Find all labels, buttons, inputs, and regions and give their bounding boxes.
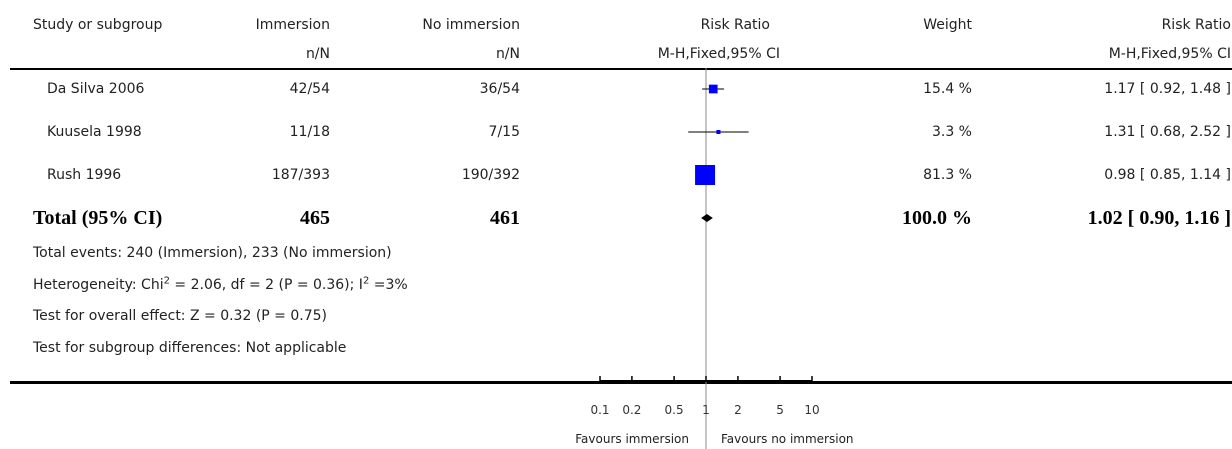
study-weight: 81.3 % xyxy=(923,167,972,183)
header-effect-sub: M-H,Fixed,95% CI xyxy=(657,46,780,62)
study-name: Da Silva 2006 xyxy=(47,81,145,97)
total-group2: 461 xyxy=(490,207,520,229)
header-group1: Immersion xyxy=(255,17,330,33)
favours-right-label: Favours no immersion xyxy=(721,432,854,446)
header-group2-sub: n/N xyxy=(495,46,520,62)
x-axis-tick-label: 0.5 xyxy=(665,403,684,417)
study-weight: 15.4 % xyxy=(923,81,972,97)
total-group1: 465 xyxy=(300,207,330,229)
header-effect-ci-sub: M-H,Fixed,95% CI xyxy=(1108,46,1231,62)
study-group1: 42/54 xyxy=(289,81,330,97)
study-group2: 190/392 xyxy=(461,167,520,183)
study-group2: 7/15 xyxy=(488,124,520,140)
header-weight: Weight xyxy=(923,17,972,33)
study-group1: 187/393 xyxy=(271,167,330,183)
study-group1: 11/18 xyxy=(289,124,330,140)
study-group2: 36/54 xyxy=(479,81,520,97)
x-axis-tick-label: 1 xyxy=(702,403,710,417)
x-axis-tick-label: 10 xyxy=(804,403,819,417)
total-events-note: Total events: 240 (Immersion), 233 (No i… xyxy=(33,245,392,261)
study-ci: 1.17 [ 0.92, 1.48 ] xyxy=(1104,81,1231,97)
header-study: Study or subgroup xyxy=(33,17,163,33)
x-axis-tick-label: 0.1 xyxy=(590,403,609,417)
study-name: Rush 1996 xyxy=(47,167,122,183)
heterogeneity-note: Heterogeneity: Chi2 = 2.06, df = 2 (P = … xyxy=(33,275,408,293)
favours-left-label: Favours immersion xyxy=(575,432,689,446)
study-ci: 0.98 [ 0.85, 1.14 ] xyxy=(1104,167,1231,183)
footer-rule xyxy=(10,381,1232,384)
x-axis-tick-label: 2 xyxy=(734,403,742,417)
study-name: Kuusela 1998 xyxy=(47,124,142,140)
header-effect: Risk Ratio xyxy=(700,17,770,33)
header-rule xyxy=(10,68,1232,70)
header-group2: No immersion xyxy=(422,17,520,33)
total-weight: 100.0 % xyxy=(902,207,972,229)
total-ci: 1.02 [ 0.90, 1.16 ] xyxy=(1087,207,1231,229)
pooled-diamond xyxy=(701,214,713,222)
header-effect-ci: Risk Ratio xyxy=(1161,17,1231,33)
x-axis-tick-label: 0.2 xyxy=(622,403,641,417)
study-ci: 1.31 [ 0.68, 2.52 ] xyxy=(1104,124,1231,140)
total-label: Total (95% CI) xyxy=(33,207,163,229)
study-marker xyxy=(716,129,721,135)
study-weight: 3.3 % xyxy=(931,124,972,140)
x-axis-tick-label: 5 xyxy=(776,403,784,417)
study-marker xyxy=(695,165,716,185)
study-marker xyxy=(708,84,718,94)
header-group1-sub: n/N xyxy=(305,46,330,62)
subgroup-note: Test for subgroup differences: Not appli… xyxy=(33,340,347,356)
overall-effect-note: Test for overall effect: Z = 0.32 (P = 0… xyxy=(33,308,327,324)
